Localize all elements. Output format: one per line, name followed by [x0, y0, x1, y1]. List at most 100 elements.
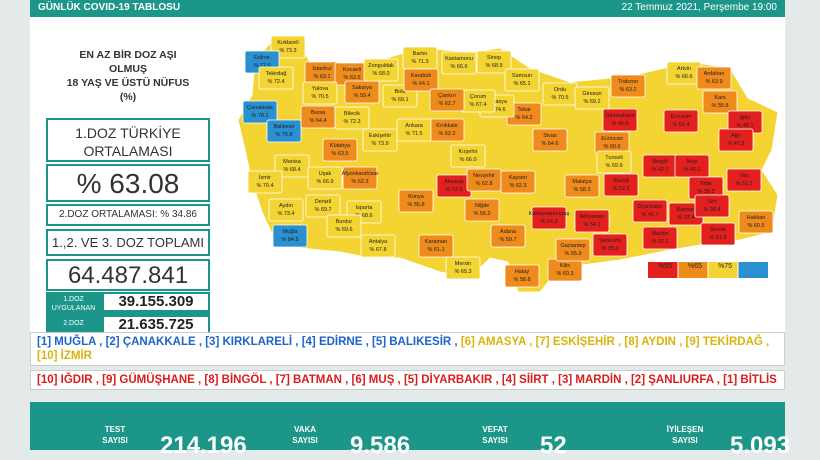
header-title: GÜNLÜK COVID-19 TABLOSU: [38, 2, 181, 13]
province: [531, 206, 567, 230]
province: [555, 238, 591, 262]
province-value: % 74.6: [488, 107, 505, 113]
province-value: % 45.1: [736, 123, 753, 129]
province: [718, 128, 754, 152]
province: [363, 58, 399, 82]
province: [663, 109, 699, 133]
province-name: Gümüşhane: [605, 113, 635, 119]
province: [696, 66, 732, 90]
province-name: Denizli: [315, 199, 332, 205]
province-value: % 54.3: [540, 219, 557, 225]
province-name: Kars: [714, 95, 726, 101]
province-value: % 68.9: [485, 63, 502, 69]
province-name: Sakarya: [352, 85, 373, 91]
province-value: % 59.7: [499, 237, 516, 243]
row-label: 2.DOZ: [63, 320, 84, 327]
panel-title-line: OLMUŞ: [109, 63, 147, 75]
province-value: % 72.4: [267, 79, 284, 85]
province-name: Çankırı: [438, 93, 456, 99]
province: [592, 233, 628, 257]
province-value: % 35.0: [601, 246, 618, 252]
province-value: % 56.2: [473, 211, 490, 217]
stat-label-line: VAKA: [293, 425, 317, 434]
province-name: Tekirdağ: [266, 71, 287, 77]
province-value: % 68.6: [355, 213, 372, 219]
province-name: Kırklareli: [277, 40, 298, 46]
stat-label: TEST SAYISI: [90, 424, 140, 446]
province: [702, 90, 738, 114]
province-name: Çanakkale: [247, 105, 273, 111]
province-value: % 65.3: [454, 269, 471, 275]
province-value: % 63.9: [705, 79, 722, 85]
province-name: Aydın: [279, 203, 293, 209]
province: [464, 198, 500, 222]
total-label: 1.,2. VE 3. DOZ TOPLAMI: [46, 229, 210, 256]
province-value: % 67.4: [469, 102, 486, 108]
province-name: Mardin: [652, 231, 669, 237]
row-value: 21.635.725: [104, 317, 208, 332]
province-value: % 62.2: [438, 131, 455, 137]
province-name: Niğde: [475, 203, 489, 209]
province-value: % 55.8: [407, 202, 424, 208]
province-value: % 62.7: [438, 101, 455, 107]
best-list: [1] MUĞLA , [2] ÇANAKKALE , [3] KIRKLARE…: [30, 332, 785, 366]
province: [266, 119, 302, 143]
province-value: % 47.8: [727, 141, 744, 147]
province: [632, 199, 668, 223]
province: [610, 74, 646, 98]
stat-value: 9.586: [350, 432, 411, 459]
province-name: Erzurum: [671, 114, 692, 120]
province: [418, 234, 454, 258]
dose-rows: 1.DOZ UYGULANAN 39.155.309 2.DOZ 21.635.…: [46, 292, 210, 332]
province: [274, 154, 310, 178]
province-name: Erzincan: [601, 136, 622, 142]
province-value: % 58.3: [573, 187, 590, 193]
worst-list: [10] IĞDIR , [9] GÜMÜŞHANE , [8] BİNGÖL …: [30, 370, 785, 390]
province: [344, 80, 380, 104]
legend-swatch: [648, 262, 678, 278]
province-value: % 68.0: [372, 71, 389, 77]
province-value: % 37.4: [677, 215, 694, 221]
province: [270, 35, 306, 59]
province-name: Karaman: [425, 239, 447, 245]
province-name: Artvin: [677, 66, 691, 72]
province: [445, 256, 481, 280]
province-name: Kırşehir: [459, 149, 478, 155]
province-value: % 70.5: [311, 94, 328, 100]
province: [738, 210, 774, 234]
stat-value: 214.196: [160, 432, 247, 459]
province: [307, 166, 343, 190]
province: [504, 264, 540, 288]
province-name: Afyonkarahisar: [342, 171, 379, 177]
province-value: % 37.1: [651, 239, 668, 245]
province: [272, 224, 308, 248]
province-name: Ordu: [554, 87, 566, 93]
province-value: % 59.4: [353, 93, 370, 99]
province-name: Burdur: [336, 219, 353, 225]
best-segment: [1] MUĞLA , [2] ÇANAKKALE , [3] KIRKLARE…: [37, 336, 458, 348]
province-value: % 40.0: [683, 167, 700, 173]
province-name: Tokat: [517, 107, 531, 113]
province-value: % 55.9: [564, 251, 581, 257]
stat-label-line: SAYISI: [482, 436, 508, 445]
province: [574, 86, 610, 110]
province-value: % 70.5: [551, 95, 568, 101]
province-name: Yalova: [312, 86, 329, 92]
province-value: % 60.6: [603, 144, 620, 150]
province-value: % 64.4: [309, 118, 326, 124]
province-name: Kocaeli: [343, 67, 361, 73]
page: GÜNLÜK COVID-19 TABLOSU 22 Temmuz 2021, …: [30, 0, 791, 459]
province-name: Sinop: [487, 55, 501, 61]
province-value: % 65.1: [513, 81, 530, 87]
province-value: % 66.6: [675, 74, 692, 80]
province: [362, 128, 398, 152]
stat-value: 52: [540, 432, 567, 459]
province-name: Batman: [677, 207, 696, 213]
stat-label: VAKA SAYISI: [280, 424, 330, 446]
province: [596, 150, 632, 174]
province-name: Tunceli: [605, 155, 623, 161]
province: [342, 166, 378, 190]
best-segment: [6] AMASYA , [7] ESKİŞEHİR , [8] AYDIN ,…: [37, 336, 770, 362]
province-name: Şırnak: [710, 227, 726, 233]
province-name: Siirt: [707, 199, 717, 205]
